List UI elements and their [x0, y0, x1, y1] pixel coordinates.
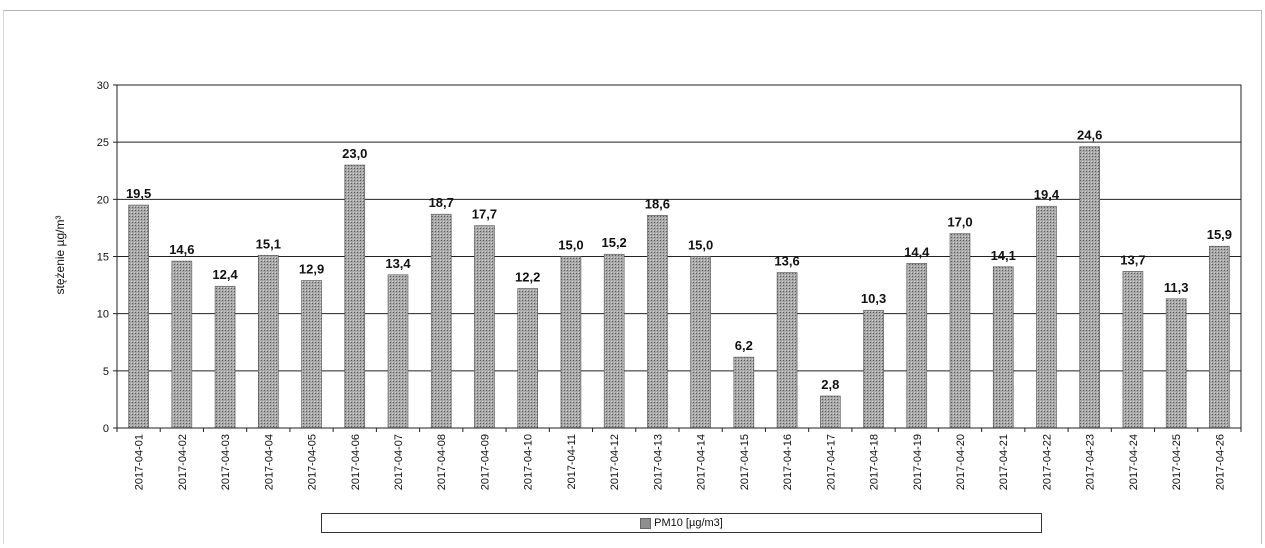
data-label: 19,5: [126, 186, 151, 201]
bar: [1209, 245, 1230, 429]
legend-label: PM10 [µg/m3]: [654, 517, 723, 529]
y-tick-label: 10: [97, 309, 109, 321]
data-label: 19,4: [1034, 187, 1060, 202]
bar: [1036, 205, 1057, 429]
legend: PM10 [µg/m3]: [321, 513, 1042, 533]
axes: [116, 84, 1242, 429]
data-label: 10,3: [861, 291, 886, 306]
data-label: 15,2: [601, 235, 626, 250]
data-label: 18,7: [429, 195, 454, 210]
data-label: 6,2: [735, 338, 753, 353]
bar: [517, 288, 538, 429]
x-tick-label: 2017-04-04: [263, 434, 275, 490]
bar: [992, 266, 1014, 429]
bar: [647, 215, 668, 429]
bar: [344, 164, 366, 429]
x-tick-label: 2017-04-17: [825, 434, 837, 490]
x-tick-label: 2017-04-15: [739, 434, 751, 490]
x-tick-label: 2017-04-21: [998, 434, 1010, 490]
x-tick-label: 2017-04-19: [912, 434, 924, 490]
data-label: 13,7: [1120, 252, 1145, 267]
data-label: 13,4: [385, 256, 411, 271]
grid-lines: [113, 84, 1242, 432]
y-tick-label: 30: [97, 80, 109, 92]
data-label: 15,1: [256, 236, 281, 251]
plot-area-border: [116, 84, 1242, 429]
x-tick-label: 2017-04-18: [869, 434, 881, 490]
bar: [1079, 146, 1100, 429]
bar: [906, 263, 928, 429]
x-tick-label: 2017-04-07: [393, 434, 405, 490]
x-tick-label: 2017-04-03: [220, 434, 232, 490]
y-tick-label: 20: [97, 194, 109, 206]
x-tick-label: 2017-04-02: [177, 434, 189, 490]
x-tick-label: 2017-04-24: [1128, 434, 1140, 490]
chart-frame: [3, 10, 1262, 544]
data-label: 11,3: [1164, 280, 1189, 295]
x-tick-label: 2017-04-25: [1171, 434, 1183, 490]
data-label: 15,0: [558, 238, 583, 253]
x-tick-label: 2017-04-09: [479, 434, 491, 490]
x-tick-label: 2017-04-01: [134, 434, 146, 490]
data-label: 14,1: [991, 248, 1016, 263]
bar: [863, 309, 884, 429]
x-tick-label: 2017-04-06: [350, 434, 362, 490]
bar: [387, 274, 409, 429]
bar: [733, 356, 755, 429]
bar: [430, 213, 452, 429]
x-tick-label: 2017-04-22: [1041, 434, 1053, 490]
bar: [171, 260, 193, 429]
x-tick-label: 2017-04-14: [696, 434, 708, 490]
y-tick-labels: 0 5 10 15 20 25 30: [97, 80, 109, 435]
bar: [301, 280, 322, 429]
y-tick-label: 15: [97, 252, 109, 264]
y-axis-label: stężenie µg/m³: [53, 216, 67, 295]
data-label: 15,9: [1207, 227, 1232, 242]
data-label: 12,2: [515, 270, 540, 285]
x-tick-label: 2017-04-10: [523, 434, 535, 490]
bar: [603, 253, 625, 429]
bar: [690, 256, 711, 429]
y-tick-label: 0: [103, 423, 109, 435]
data-labels: 19,5 14,6 12,4 15,1 12,9 23,0 13,4 18,7 17,7 12,2…: [126, 128, 1232, 392]
data-label: 14,6: [169, 242, 194, 257]
data-label: 14,4: [904, 244, 930, 259]
x-tick-label: 2017-04-11: [566, 434, 578, 489]
bar: [820, 395, 841, 429]
x-tick-label: 2017-04-16: [782, 434, 794, 490]
y-tick-label: 5: [103, 366, 109, 378]
x-tick-labels: 2017-04-01 2017-04-02 2017-04-03 2017-04-04…: [134, 434, 1227, 490]
bar: [128, 204, 149, 429]
legend-swatch: [640, 517, 652, 529]
x-tick-label: 2017-04-12: [609, 434, 621, 490]
bar: [949, 233, 971, 429]
data-label: 12,9: [299, 262, 324, 277]
data-label: 24,6: [1077, 128, 1102, 143]
data-label: 13,6: [774, 254, 799, 269]
data-label: 12,4: [212, 267, 238, 282]
x-tick-label: 2017-04-05: [307, 434, 319, 490]
data-label: 23,0: [342, 146, 367, 161]
bar: [776, 272, 798, 429]
bar: [214, 285, 236, 429]
data-label: 17,0: [947, 215, 972, 230]
bar: [474, 225, 495, 429]
bar: [1165, 298, 1187, 429]
x-tick-label: 2017-04-23: [1085, 434, 1097, 490]
x-tick-label: 2017-04-13: [652, 434, 664, 490]
bar: [258, 255, 279, 429]
bars: [128, 146, 1230, 429]
data-label: 18,6: [645, 196, 670, 211]
data-label: 2,8: [821, 377, 839, 392]
y-tick-label: 25: [97, 137, 109, 149]
x-tick-label: 2017-04-08: [436, 434, 448, 490]
x-tick-label: 2017-04-26: [1214, 434, 1226, 490]
data-label: 15,0: [688, 238, 713, 253]
x-tick-label: 2017-04-20: [955, 434, 967, 490]
bar: [1122, 271, 1144, 429]
bar: [560, 256, 582, 429]
data-label: 17,7: [472, 207, 497, 222]
